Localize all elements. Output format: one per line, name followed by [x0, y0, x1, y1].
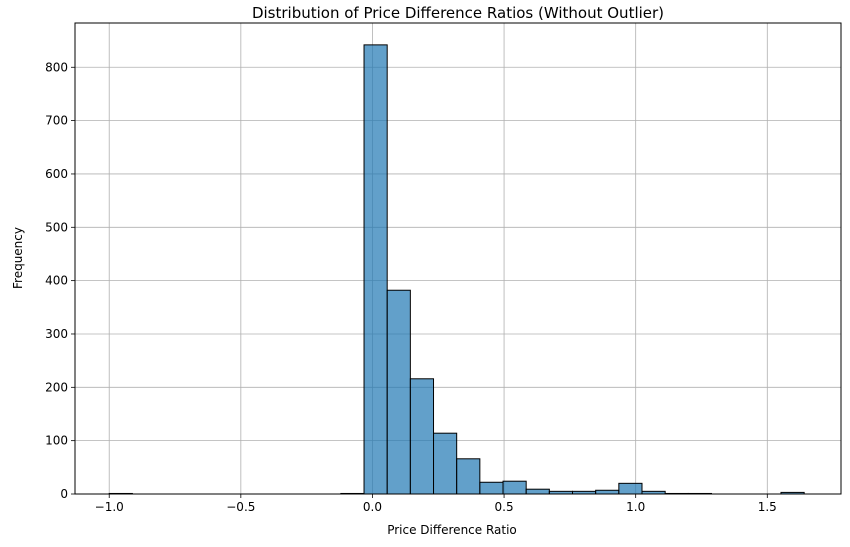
- y-tick-label-1: 100: [45, 434, 68, 448]
- x-tick-label-2: 0.0: [363, 500, 382, 514]
- plot-frame: [74, 22, 842, 495]
- grid-lines: [75, 23, 841, 495]
- y-tick-label-8: 800: [45, 60, 68, 74]
- histogram-bar-16: [479, 481, 504, 495]
- chart-title: Distribution of Price Difference Ratios …: [252, 4, 664, 22]
- histogram-bars: [108, 44, 805, 495]
- histogram-bar-15: [456, 458, 481, 495]
- x-tick-label-1: −0.5: [226, 500, 255, 514]
- histogram-bar-17: [502, 480, 527, 495]
- y-tick-label-0: 0: [60, 487, 68, 501]
- histogram-bar-21: [595, 489, 620, 495]
- y-tick-label-4: 400: [45, 274, 68, 288]
- y-tick-label-6: 600: [45, 167, 68, 181]
- x-tick-label-0: −1.0: [95, 500, 124, 514]
- histogram-bar-12: [386, 289, 411, 495]
- x-tick-label-5: 1.5: [758, 500, 777, 514]
- histogram-bar-11: [363, 44, 388, 495]
- y-axis-ticks: 0 100 200 300 400 500 600 700 800: [45, 60, 75, 501]
- histogram-bar-18: [525, 488, 550, 495]
- x-axis-label: Price Difference Ratio: [387, 523, 517, 537]
- x-axis-ticks: −1.0 −0.5 0.0 0.5 1.0 1.5: [95, 494, 777, 514]
- y-tick-label-5: 500: [45, 220, 68, 234]
- plot-background: [75, 23, 841, 494]
- histogram-bar-13: [409, 378, 435, 495]
- y-tick-label-2: 200: [45, 380, 68, 394]
- y-tick-label-7: 700: [45, 114, 68, 128]
- histogram-bar-22: [618, 482, 643, 495]
- x-tick-label-4: 1.0: [626, 500, 645, 514]
- y-axis-label: Frequency: [11, 227, 25, 289]
- histogram-bar-14: [433, 432, 458, 495]
- x-tick-label-3: 0.5: [495, 500, 514, 514]
- y-tick-label-3: 300: [45, 327, 68, 341]
